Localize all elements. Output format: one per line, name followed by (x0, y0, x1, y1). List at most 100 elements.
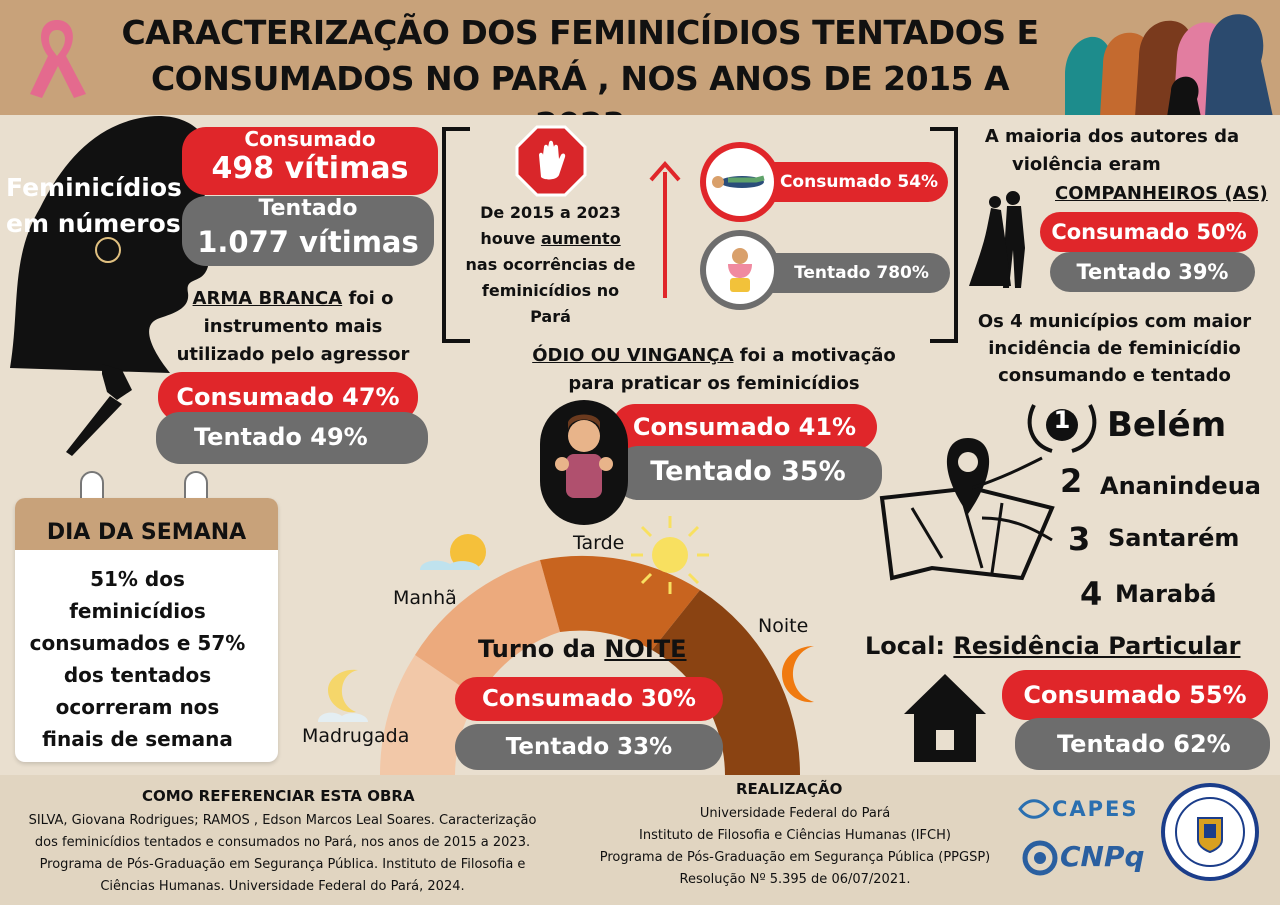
shift-label-manha: Manhã (393, 587, 457, 609)
numbers-tentado-value: 1.077 vítimas (197, 225, 419, 259)
arc-segment-tarde (540, 555, 700, 650)
reference-line-3: Programa de Pós-Graduação em Segurança P… (39, 857, 526, 872)
authors-consumado-pill: Consumado 50% (1040, 212, 1258, 252)
weapon-line-3: utilizado pelo agressor (176, 344, 410, 365)
sun-icon (631, 516, 709, 594)
title-line-2: CONSUMADOS NO PARÁ , NOS ANOS DE 2015 A … (150, 59, 1010, 144)
increase-line-2-pre: houve (480, 229, 541, 248)
motive-text: ÓDIO OU VINGANÇA foi a motivação para pr… (510, 342, 918, 398)
weekday-line-2: feminicídios (69, 599, 206, 623)
shift-label-tarde: Tarde (573, 532, 625, 554)
city-rank-2: 2 (1060, 462, 1083, 500)
motive-tentado-pill: Tentado 35% (614, 446, 882, 500)
city-name-1: Belém (1107, 405, 1227, 445)
increase-line-2: houve aumento (458, 226, 643, 252)
cities-text: Os 4 municípios com maior incidência de … (962, 308, 1267, 389)
increase-line-2-underlined: aumento (540, 229, 621, 248)
authors-companheiros: COMPANHEIROS (AS) (1055, 183, 1268, 204)
motive-odio-vinganca: ÓDIO OU VINGANÇA (532, 345, 734, 366)
arc-segment-madrugada (379, 655, 478, 775)
numbers-heading: Feminicídios em números (6, 170, 182, 242)
reference-line-2: dos feminicídios tentados e consumados n… (34, 835, 531, 850)
authors-text: A maioria dos autores da violência eram (962, 123, 1262, 179)
up-arrow-icon (649, 160, 681, 298)
sun-cloud-icon (420, 534, 486, 570)
reference-heading: COMO REFERENCIAR ESTA OBRA (142, 787, 415, 805)
motive-line-1-rest: foi a motivação (733, 345, 896, 366)
authors-line-1: A maioria dos autores da (984, 126, 1240, 147)
numbers-tentado-label: Tentado (258, 196, 358, 221)
shift-label-noite: Noite (758, 615, 809, 637)
shift-arc-chart (379, 555, 801, 775)
motive-consumado-pill: Consumado 41% (612, 404, 877, 450)
realizacao-line-3: Programa de Pós-Graduação em Segurança P… (599, 850, 991, 865)
increase-line-3: nas ocorrências de (465, 255, 636, 274)
lying-woman-icon (706, 148, 774, 216)
footer-band (0, 775, 1280, 905)
weapon-tentado-pill: Tentado 49% (156, 412, 428, 464)
realizacao-line-4: Resolução Nº 5.395 de 06/07/2021. (679, 872, 911, 887)
laurel-medal-icon (1027, 404, 1097, 453)
weekday-text: 51% dos feminicídios consumados e 57% do… (15, 563, 260, 755)
shift-title: Turno da NOITE (478, 635, 687, 663)
weekday-line-5: ocorreram nos (55, 695, 220, 719)
capes-logo: CAPES (1052, 797, 1139, 821)
angry-woman-icon (555, 414, 613, 498)
weapon-line-2: instrumento mais (203, 316, 383, 337)
page-title: CARACTERIZAÇÃO DOS FEMINICÍDIOS TENTADOS… (110, 10, 1050, 148)
cnpq-logo-icon (1022, 840, 1058, 876)
stop-hand-icon (515, 125, 587, 197)
numbers-consumado-pill: Consumado 498 vítimas (182, 127, 438, 195)
woman-profile-silhouette-icon (10, 116, 212, 373)
weapon-arma-branca: ARMA BRANCA (192, 288, 343, 309)
knife-hand-icon (66, 364, 132, 456)
ufpa-seal-icon (1161, 783, 1259, 881)
weekday-line-1: 51% dos (90, 567, 185, 591)
title-line-1: CARACTERIZAÇÃO DOS FEMINICÍDIOS TENTADOS… (121, 13, 1039, 52)
reference-line-1: SILVA, Giovana Rodrigues; RAMOS , Edson … (28, 813, 537, 828)
realizacao-line-1: Universidade Federal do Pará (699, 806, 891, 821)
place-consumado-pill: Consumado 55% (1002, 670, 1268, 720)
increase-line-1: De 2015 a 2023 (480, 203, 621, 222)
weekday-line-3: consumados e 57% (29, 631, 246, 655)
place-title: Local: Residência Particular (865, 632, 1240, 660)
cities-line-3: consumando e tentado (998, 365, 1231, 386)
couple-silhouette-icon (969, 191, 1025, 288)
increase-text: De 2015 a 2023 houve aumento nas ocorrên… (458, 200, 643, 330)
place-tentado-pill: Tentado 62% (1015, 718, 1270, 770)
cnpq-logo: CNPq (1060, 840, 1145, 873)
reference-line-4: Ciências Humanas. Universidade Federal d… (100, 879, 465, 894)
city-rank-1: 1 (1053, 406, 1071, 434)
women-silhouettes-icon (1065, 14, 1273, 117)
weapon-line-1-rest: foi o (342, 288, 394, 309)
house-icon (904, 674, 986, 762)
city-rank-4: 4 (1080, 575, 1103, 613)
cities-line-1: Os 4 municípios com maior (977, 311, 1252, 332)
bracket-frame (442, 127, 958, 343)
reference-text: SILVA, Giovana Rodrigues; RAMOS , Edson … (0, 810, 565, 898)
motive-line-2: para praticar os feminicídios (568, 373, 860, 394)
sitting-woman-icon (706, 236, 774, 304)
moon-cloud-icon (318, 669, 368, 722)
motive-line-1: ÓDIO OU VINGANÇA foi a motivação (510, 342, 918, 370)
numbers-heading-line-2: em números (6, 209, 181, 238)
shift-label-madrugada: Madrugada (302, 725, 410, 747)
realizacao-heading: REALIZAÇÃO (736, 780, 843, 798)
weekday-line-6: finais de semana (42, 727, 233, 751)
city-name-4: Marabá (1115, 580, 1217, 608)
realizacao-text: Universidade Federal do Pará Instituto d… (570, 803, 1020, 891)
place-residencia: Residência Particular (953, 632, 1241, 660)
weekday-line-4: dos tentados (63, 663, 212, 687)
weekday-title: DIA DA SEMANA (46, 520, 247, 545)
awareness-ribbon-icon (30, 20, 86, 98)
shift-consumado-pill: Consumado 30% (455, 677, 723, 721)
city-name-3: Santarém (1108, 524, 1240, 552)
shift-tentado-pill: Tentado 33% (455, 724, 723, 770)
arc-segment-noite (652, 590, 801, 775)
authors-line-2: violência eram (1012, 154, 1161, 175)
numbers-tentado-pill: Tentado 1.077 vítimas (182, 196, 434, 266)
increase-line-4: feminicídios no (481, 281, 620, 300)
authors-tentado-pill: Tentado 39% (1050, 252, 1255, 292)
shift-title-noite: NOITE (604, 635, 687, 663)
moon-icon (782, 646, 814, 703)
